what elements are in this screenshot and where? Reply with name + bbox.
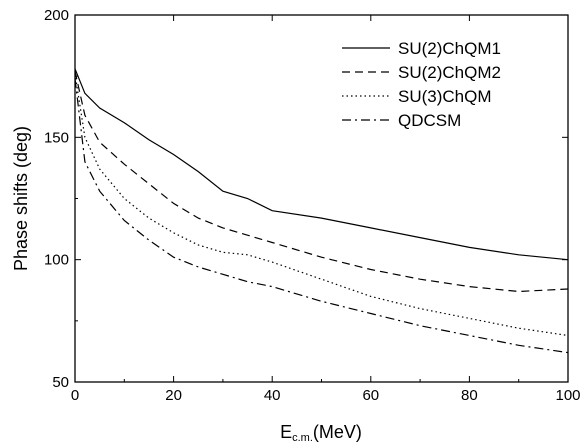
x-axis-title: Ec.m.(MeV)	[280, 422, 362, 443]
y-tick-label: 100	[44, 252, 69, 269]
x-axis-title-subscript: c.m.	[292, 432, 313, 443]
y-tick-label: 150	[44, 129, 69, 146]
x-tick-label: 80	[461, 387, 478, 404]
x-tick-label: 60	[362, 387, 379, 404]
x-axis-title-unit: (MeV)	[313, 422, 362, 442]
legend-label-1: SU(2)ChQM1	[398, 39, 501, 58]
legend-label-4: QDCSM	[398, 111, 461, 130]
y-tick-label: 200	[44, 7, 69, 24]
x-tick-label: 40	[264, 387, 281, 404]
x-axis-title-main: E	[280, 422, 292, 442]
x-tick-label: 20	[165, 387, 182, 404]
series-line-4	[74, 78, 569, 354]
x-tick-label: 0	[71, 387, 79, 404]
series-line-2	[74, 71, 569, 293]
x-tick-label: 100	[555, 387, 580, 404]
legend-label-2: SU(2)ChQM2	[398, 63, 501, 82]
legend-label-3: SU(3)ChQM	[398, 87, 492, 106]
y-axis-title: Phase shifts (deg)	[11, 126, 31, 271]
y-tick-label: 50	[52, 374, 69, 391]
series-line-3	[74, 73, 569, 337]
legend: SU(2)ChQM1 SU(2)ChQM2 SU(3)ChQM QDCSM	[342, 39, 501, 130]
series-line-1	[74, 68, 569, 261]
